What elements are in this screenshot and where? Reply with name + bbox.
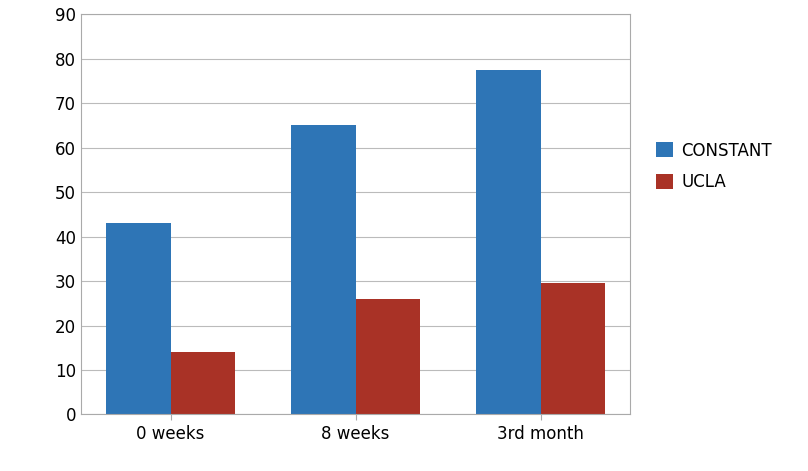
Bar: [476, 70, 541, 414]
Legend: CONSTANT, UCLA: CONSTANT, UCLA: [650, 135, 779, 198]
Bar: [170, 352, 235, 414]
Bar: [541, 283, 605, 414]
Bar: [291, 125, 356, 414]
Bar: [106, 223, 170, 414]
Bar: [356, 299, 420, 414]
